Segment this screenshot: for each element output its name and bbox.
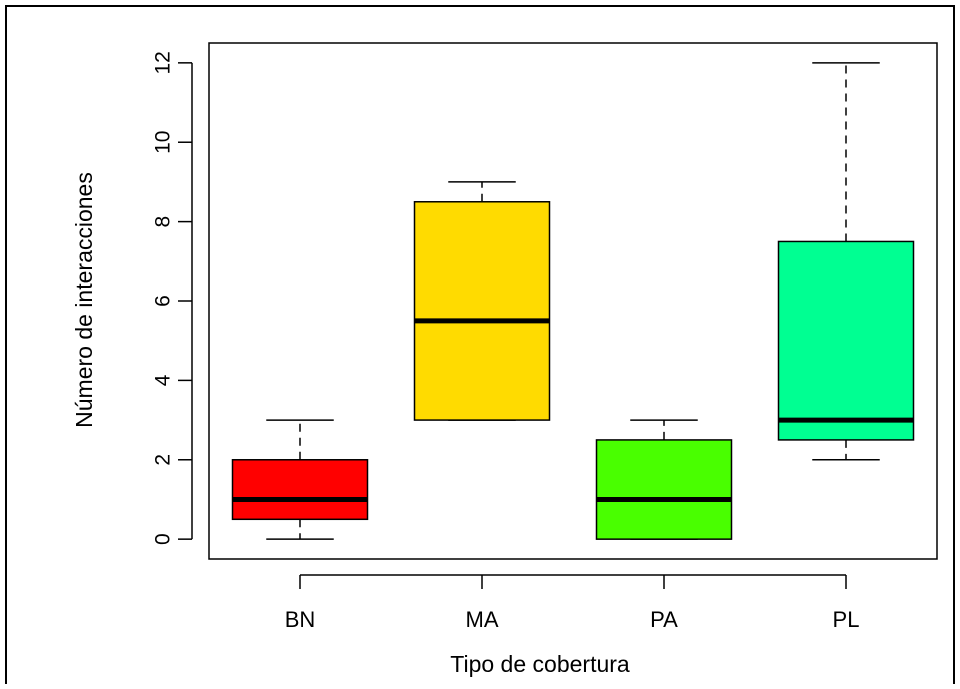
y-tick-label: 6 xyxy=(151,295,174,307)
x-tick-label: BN xyxy=(285,607,316,632)
x-axis-label: Tipo de cobertura xyxy=(450,651,630,677)
x-tick-label: PA xyxy=(650,607,678,632)
box-rect xyxy=(413,201,551,421)
x-tick-label: PL xyxy=(833,607,860,632)
box-pa xyxy=(595,419,733,540)
y-axis: 0 2 4 6 8 10 12 xyxy=(151,51,193,545)
box-rect xyxy=(595,439,733,540)
y-tick-label: 10 xyxy=(151,131,174,154)
box-pl xyxy=(777,62,915,461)
y-tick-label: 4 xyxy=(151,374,174,386)
y-tick-label: 0 xyxy=(151,533,174,545)
box-rect xyxy=(231,459,369,521)
box-rect xyxy=(777,240,915,441)
boxes-group xyxy=(231,62,915,540)
x-axis: BN MA PA PL xyxy=(285,574,860,632)
y-tick-label: 8 xyxy=(151,216,174,228)
box-ma xyxy=(413,181,551,421)
y-axis-label: Número de interacciones xyxy=(71,172,97,428)
box-bn xyxy=(231,419,369,540)
y-tick-label: 12 xyxy=(151,51,174,74)
plot-area-frame xyxy=(208,42,938,560)
y-tick-label: 2 xyxy=(151,454,174,466)
x-tick-label: MA xyxy=(466,607,499,632)
